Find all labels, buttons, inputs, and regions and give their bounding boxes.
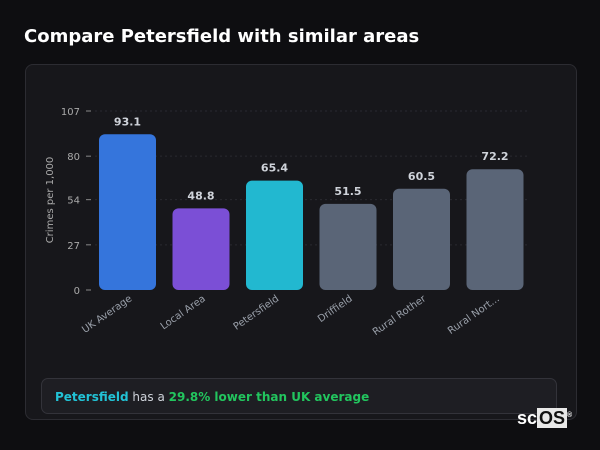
x-tick-label: UK Average <box>80 293 134 335</box>
summary-highlight: 29.8% lower than UK average <box>168 390 370 404</box>
page-title: Compare Petersfield with similar areas <box>24 26 420 47</box>
y-axis-label: Crimes per 1,000 <box>45 157 56 244</box>
y-tick-label: 54 <box>67 196 80 207</box>
y-tick-label: 0 <box>74 286 80 297</box>
bar-value-label: 51.5 <box>334 185 361 198</box>
summary-area: Petersfield <box>55 390 129 404</box>
bar <box>466 169 524 290</box>
x-tick-label: Petersfield <box>232 293 282 332</box>
y-tick-label: 107 <box>61 107 80 118</box>
x-tick-label: Rural Nort... <box>446 293 502 337</box>
x-tick-label: Driffield <box>316 293 355 325</box>
bar-value-label: 60.5 <box>408 170 435 183</box>
x-tick-label: Local Area <box>159 293 208 332</box>
bar <box>99 134 156 290</box>
bar-value-label: 48.8 <box>187 189 214 202</box>
y-tick-label: 27 <box>67 241 80 252</box>
bar-value-label: 93.1 <box>114 115 141 128</box>
bar-value-label: 72.2 <box>481 150 508 163</box>
bar <box>172 208 230 290</box>
bar-value-label: 65.4 <box>261 162 288 175</box>
y-tick-label: 80 <box>67 152 80 163</box>
x-tick-label: Rural Rother <box>371 293 429 338</box>
bar <box>246 180 303 290</box>
bar <box>319 203 377 290</box>
bar <box>393 188 450 290</box>
summary-note: Petersfield has a 29.8% lower than UK av… <box>41 378 557 414</box>
scos-logo: sc OS ® <box>517 408 573 428</box>
summary-text: has a <box>128 390 169 404</box>
